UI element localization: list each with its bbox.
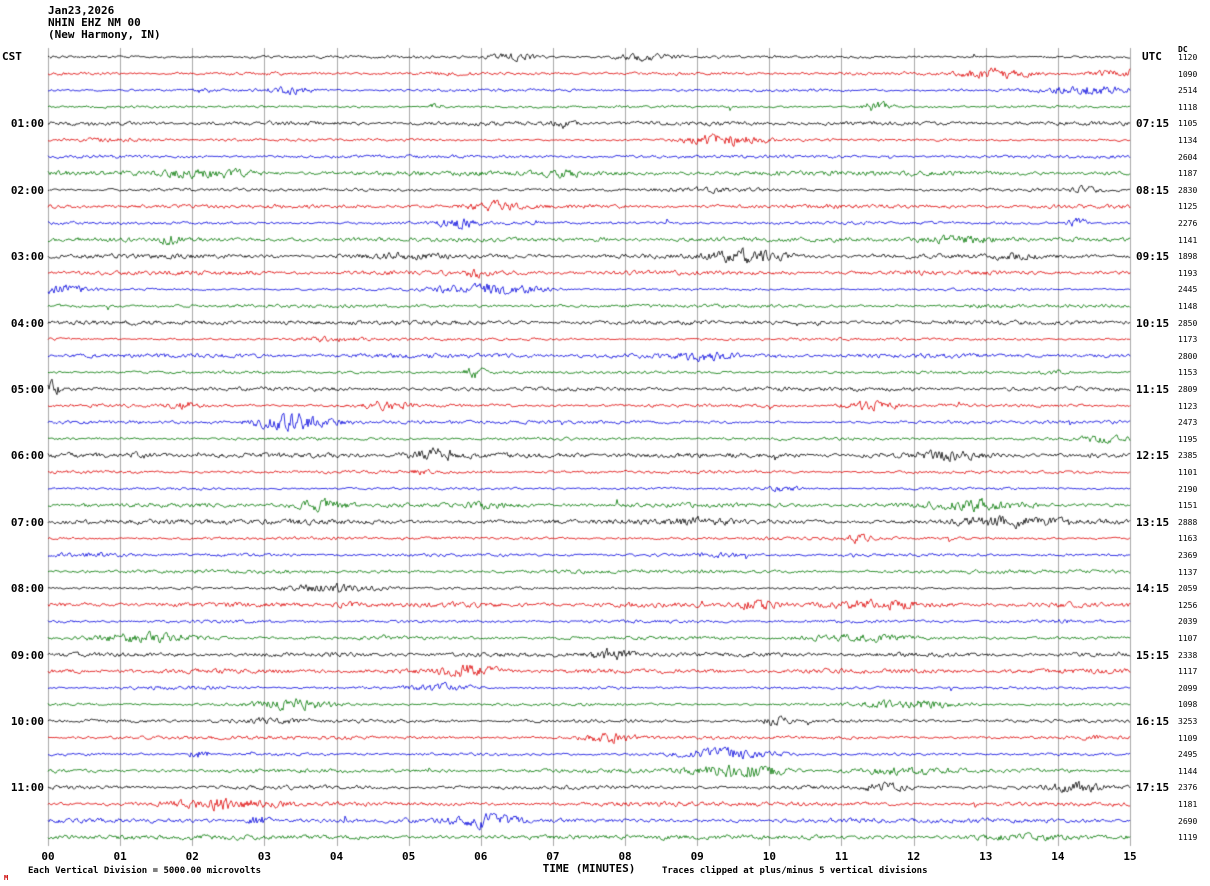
x-tick-label: 05: [402, 850, 416, 863]
x-tick-label: 12: [906, 850, 921, 863]
x-tick-label: 01: [113, 850, 127, 863]
x-tick-label: 10: [762, 850, 776, 863]
utc-hour-label: 16:15: [1136, 715, 1170, 728]
cst-hour-label: 10:00: [10, 715, 44, 728]
dc-value: 2190: [1178, 484, 1198, 494]
dc-value: 2830: [1178, 185, 1198, 195]
x-tick-label: 13: [979, 850, 993, 863]
dc-column-header: DC: [1178, 45, 1188, 54]
dc-value: 1118: [1178, 102, 1198, 112]
footer-clip-note: Traces clipped at plus/minus 5 vertical …: [662, 866, 928, 876]
dc-value: 1163: [1178, 534, 1198, 544]
cst-hour-label: 08:00: [10, 582, 44, 596]
dc-value: 1256: [1178, 600, 1198, 610]
dc-value: 2495: [1178, 750, 1198, 760]
x-tick-label: 06: [474, 850, 488, 863]
dc-value: 2099: [1178, 683, 1198, 693]
dc-value: 1141: [1178, 235, 1198, 245]
dc-value: 1107: [1178, 634, 1198, 643]
dc-value: 1101: [1178, 468, 1198, 477]
dc-value: 1181: [1178, 800, 1198, 809]
utc-hour-label: 08:15: [1136, 183, 1170, 197]
left-timezone-label: CST: [2, 50, 22, 63]
header-location: (New Harmony, IN): [48, 28, 161, 41]
x-tick-label: 04: [329, 850, 344, 863]
dc-value: 1105: [1178, 119, 1198, 129]
dc-value: 1153: [1178, 368, 1198, 378]
dc-value: 2888: [1178, 517, 1198, 527]
utc-hour-label: 10:15: [1136, 316, 1170, 330]
utc-hour-label: 12:15: [1136, 449, 1170, 463]
x-axis-title: TIME (MINUTES): [542, 862, 636, 875]
dc-value: 1120: [1178, 53, 1198, 62]
utc-hour-label: 07:15: [1136, 117, 1170, 131]
dc-value: 1173: [1178, 335, 1198, 345]
dc-value: 1098: [1178, 700, 1198, 710]
dc-value: 2800: [1178, 351, 1198, 361]
cst-hour-label: 11:00: [10, 781, 44, 795]
header-station: NHIN EHZ NM 00: [48, 16, 141, 29]
utc-hour-label: 09:15: [1136, 250, 1170, 264]
cst-hour-label: 03:00: [10, 250, 44, 264]
dc-value: 2338: [1178, 650, 1198, 660]
cst-hour-label: 07:00: [10, 515, 44, 529]
dc-value: 1144: [1178, 766, 1198, 776]
dc-value: 2809: [1178, 385, 1198, 394]
cst-hour-label: 04:00: [10, 316, 44, 330]
cst-hour-label: 06:00: [10, 449, 44, 463]
dc-value: 1898: [1178, 252, 1198, 262]
dc-value: 1134: [1178, 136, 1198, 145]
x-tick-label: 03: [257, 850, 272, 863]
dc-value: 2059: [1178, 584, 1198, 594]
x-tick-label: 00: [41, 850, 55, 863]
dc-value: 1109: [1178, 733, 1198, 743]
dc-value: 1193: [1178, 268, 1198, 278]
right-timezone-label: UTC: [1142, 50, 1162, 63]
dc-value: 2385: [1178, 451, 1198, 461]
x-tick-label: 09: [690, 850, 704, 863]
x-tick-label: 08: [618, 850, 632, 863]
cst-hour-label: 09:00: [10, 648, 44, 662]
x-tick-label: 15: [1123, 850, 1137, 863]
dc-value: 1137: [1178, 567, 1198, 577]
dc-value: 1148: [1178, 302, 1198, 311]
dc-value: 1119: [1178, 833, 1198, 843]
dc-value: 1187: [1178, 169, 1198, 179]
dc-value: 2445: [1178, 285, 1198, 295]
footer-scale-note: Each Vertical Division = 5000.00 microvo…: [28, 866, 261, 876]
dc-value: 2039: [1178, 617, 1198, 627]
dc-value: 1125: [1178, 202, 1198, 212]
header-date: Jan23,2026: [48, 4, 115, 17]
x-tick-label: 14: [1051, 850, 1065, 863]
dc-value: 2850: [1178, 318, 1198, 328]
utc-hour-label: 14:15: [1136, 582, 1170, 596]
cst-hour-label: 02:00: [10, 183, 44, 197]
dc-value: 1151: [1178, 501, 1198, 511]
utc-hour-label: 13:15: [1136, 515, 1170, 529]
dc-value: 1090: [1178, 69, 1198, 79]
dc-value: 1123: [1178, 401, 1198, 411]
cst-hour-label: 05:00: [10, 383, 44, 396]
utc-hour-label: 15:15: [1136, 648, 1170, 662]
dc-value: 2376: [1178, 783, 1198, 793]
dc-value: 3253: [1178, 717, 1198, 726]
dc-value: 2604: [1178, 152, 1198, 162]
x-tick-label: 02: [185, 850, 199, 863]
dc-value: 2473: [1178, 418, 1198, 428]
dc-value: 2690: [1178, 816, 1198, 826]
utc-hour-label: 11:15: [1136, 383, 1170, 396]
cst-hour-label: 01:00: [10, 117, 44, 131]
utc-hour-label: 17:15: [1136, 781, 1170, 795]
dc-value: 1195: [1178, 434, 1198, 444]
x-tick-label: 07: [546, 850, 560, 863]
dc-value: 2369: [1178, 551, 1198, 560]
dc-value: 2514: [1178, 86, 1198, 96]
x-tick-label: 11: [834, 850, 849, 863]
dc-value: 2276: [1178, 219, 1198, 228]
dc-value: 1117: [1178, 667, 1198, 677]
corner-mark: M: [4, 874, 9, 882]
